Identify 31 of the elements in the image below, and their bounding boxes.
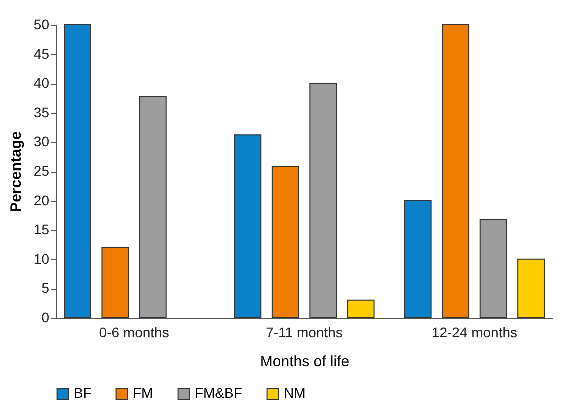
y-tick-label: 0 — [42, 310, 50, 326]
y-tick-label: 10 — [34, 250, 50, 267]
bar — [272, 166, 300, 318]
bar — [347, 300, 375, 318]
bar — [139, 96, 167, 318]
x-tick-label: 0-6 months — [99, 324, 170, 340]
y-tick-label: 30 — [34, 134, 50, 150]
bar — [234, 134, 262, 318]
bar — [480, 219, 508, 318]
y-tick-label: 5 — [42, 280, 50, 296]
y-tick-label: 35 — [34, 104, 50, 120]
bar — [518, 258, 545, 318]
bar — [102, 247, 130, 318]
legend-label: FM&BF — [195, 385, 242, 402]
bar — [442, 24, 470, 318]
x-tick-label: 7-11 months — [266, 324, 343, 340]
bar — [404, 200, 432, 318]
y-axis-title: Percentage — [8, 132, 25, 212]
x-axis-title: Months of life — [260, 354, 350, 370]
bar — [64, 24, 92, 318]
legend-label: FM — [133, 385, 154, 402]
y-tick-label: 50 — [34, 16, 50, 32]
y-tick-label: 15 — [34, 222, 50, 238]
y-tick-label: 40 — [34, 75, 50, 92]
y-tick-label: 25 — [34, 163, 50, 179]
y-tick-label: 45 — [34, 46, 50, 62]
legend-label: BF — [74, 385, 92, 402]
bar — [310, 83, 338, 318]
legend-label: NM — [284, 385, 306, 402]
y-tick-label: 20 — [34, 192, 50, 208]
x-tick-label: 12-24 months — [432, 324, 518, 340]
